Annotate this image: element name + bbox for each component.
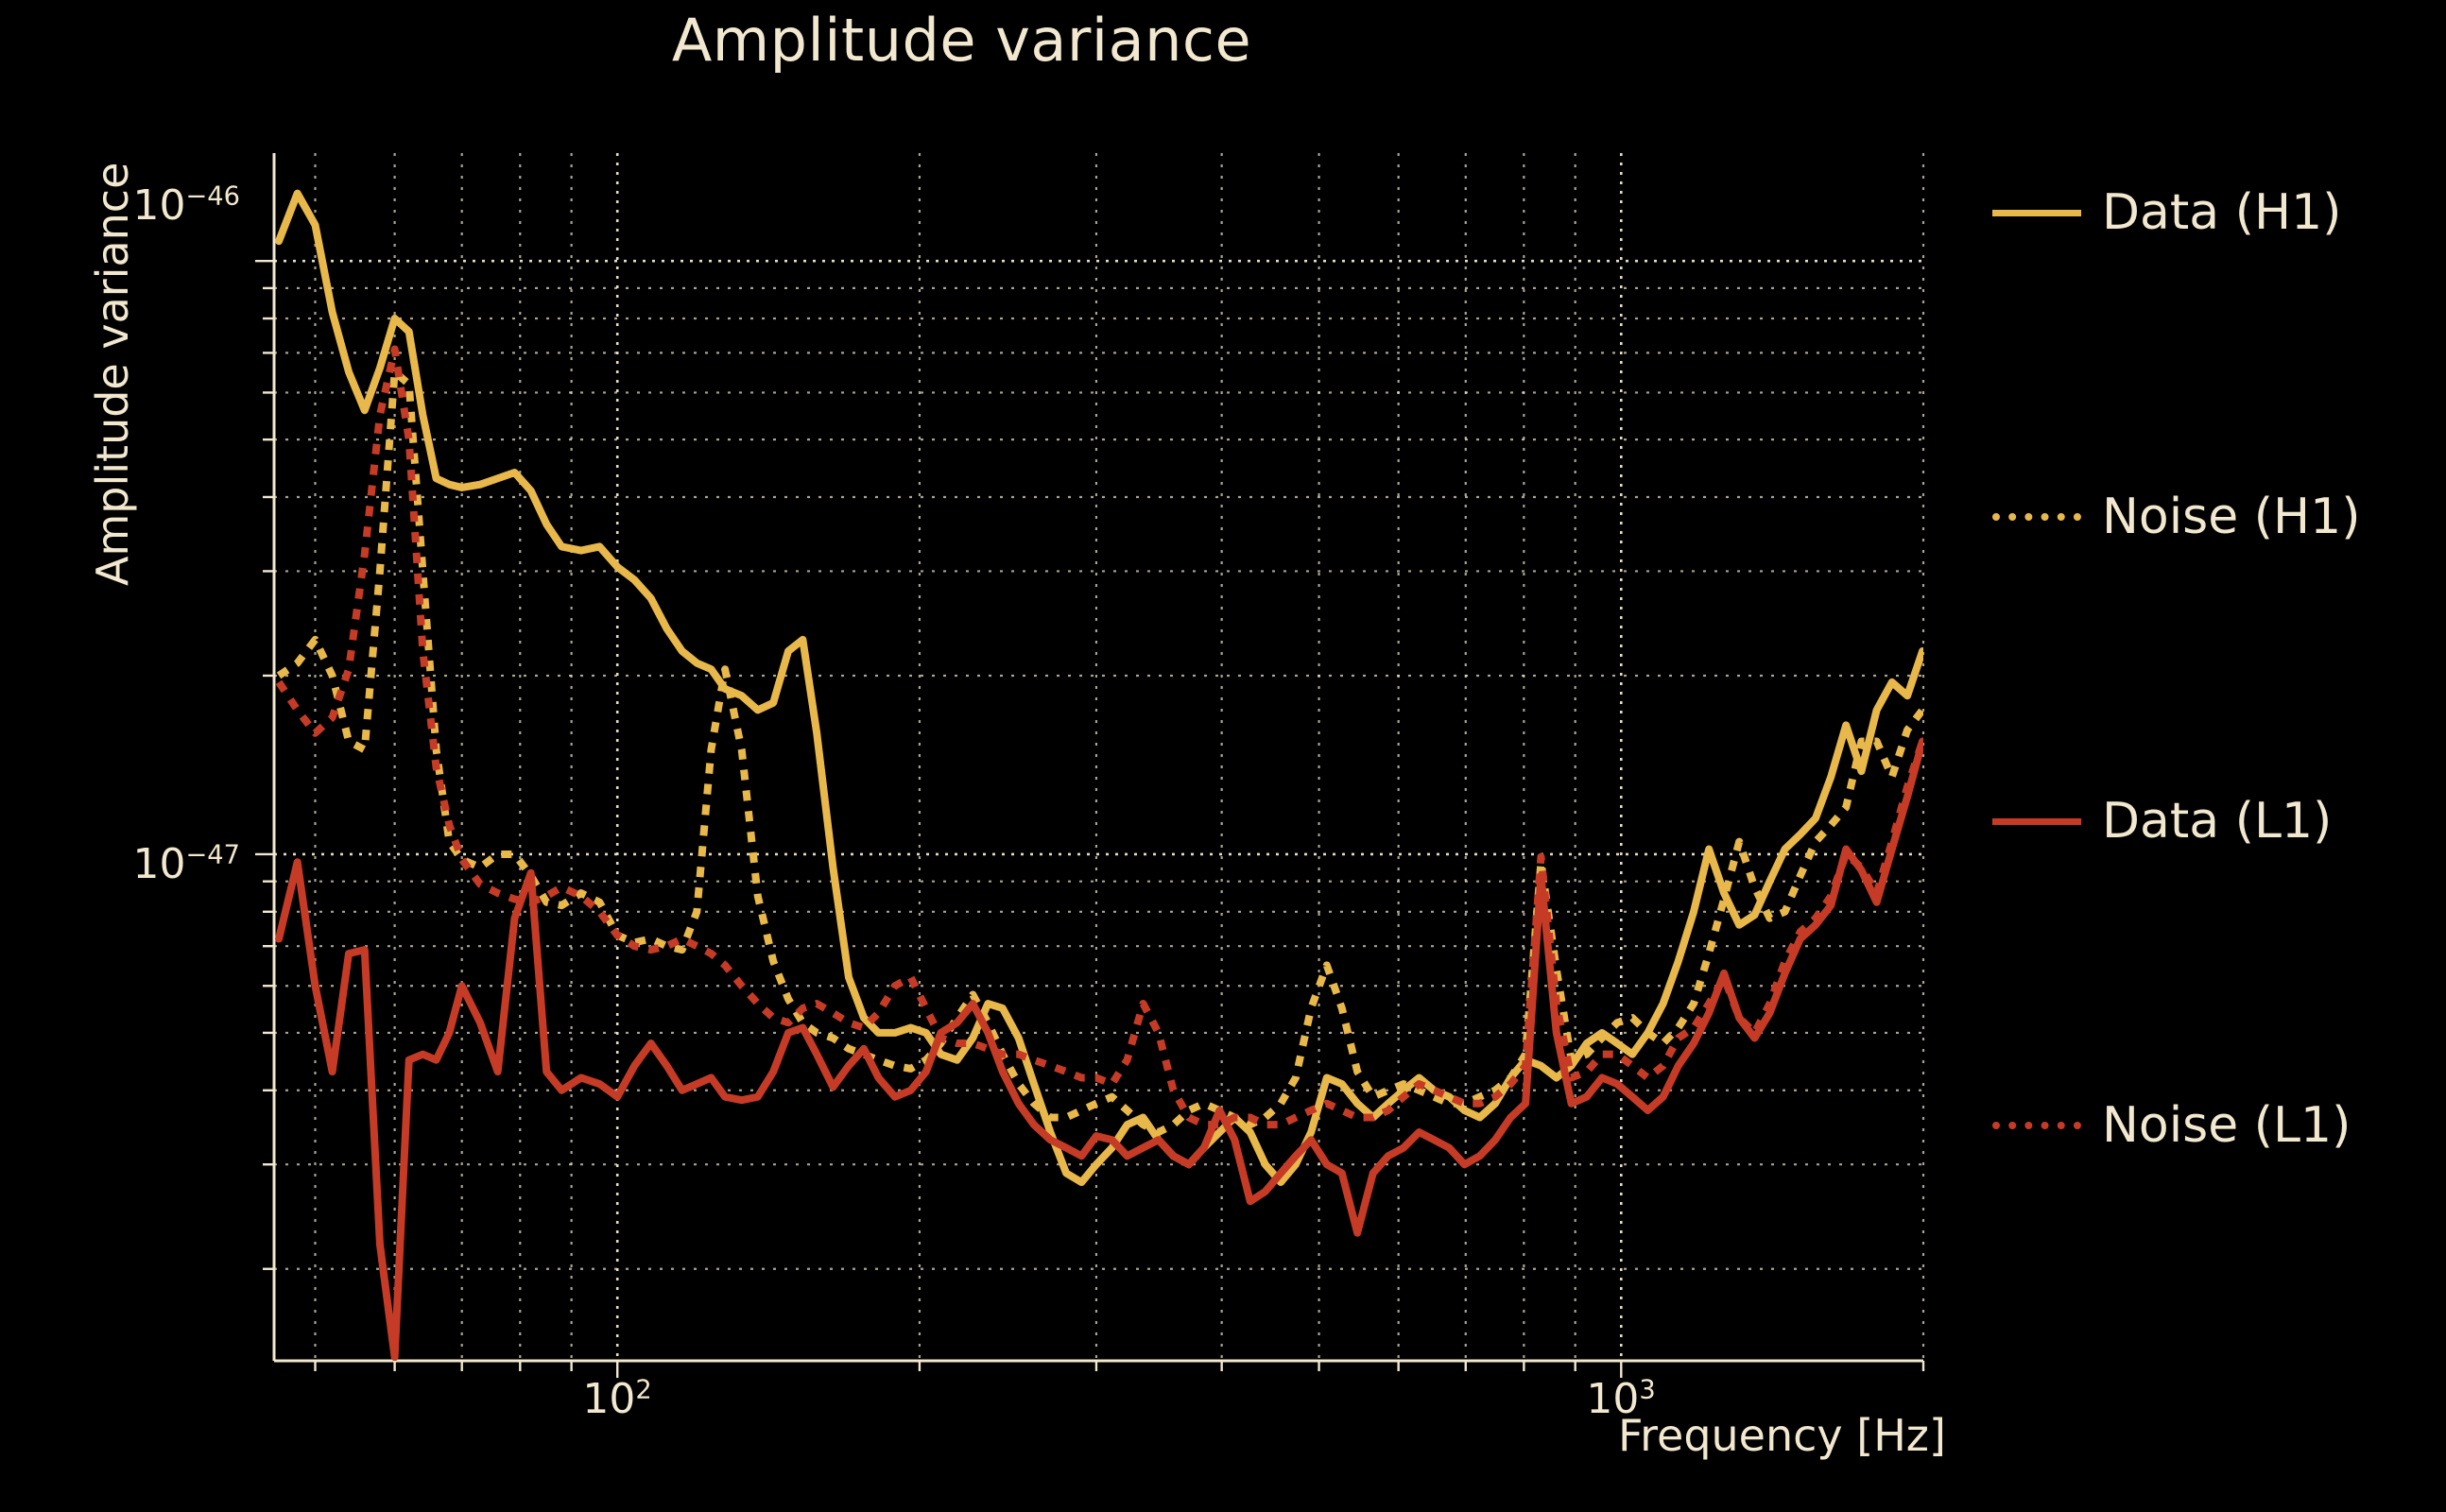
legend-swatch-data-h1 (1992, 209, 2081, 216)
series-noise-l1 (275, 345, 1923, 1129)
data-series-group (275, 189, 1923, 1361)
grid-lines (255, 153, 1925, 1378)
series-data-h1 (275, 189, 1923, 1187)
x-tick-label-1000: 103 (1586, 1375, 1656, 1423)
legend-swatch-noise-h1 (1992, 513, 2081, 521)
legend-swatch-data-l1 (1992, 817, 2081, 825)
legend-item-noise-l1[interactable]: Noise (L1) (1992, 1092, 2351, 1159)
axis-spines (272, 153, 1923, 1363)
legend-label-data-l1: Data (L1) (2102, 793, 2333, 850)
legend-label-data-h1: Data (H1) (2102, 184, 2342, 241)
series-data-l1 (275, 737, 1923, 1361)
legend-item-data-l1[interactable]: Data (L1) (1992, 788, 2332, 854)
legend-item-noise-h1[interactable]: Noise (H1) (1992, 484, 2361, 550)
legend-item-data-h1[interactable]: Data (H1) (1992, 180, 2341, 246)
x-tick-label-100: 102 (582, 1375, 652, 1423)
legend-label-noise-h1: Noise (H1) (2102, 489, 2361, 545)
legend-swatch-noise-l1 (1992, 1122, 2081, 1129)
y-tick-label-1e-47: 10−47 (132, 840, 240, 888)
chart-legend: Data (H1) Noise (H1) Data (L1) Noise (L1… (1992, 151, 2437, 1191)
x-axis-label: Frequency [Hz] (1618, 1410, 1946, 1461)
legend-label-noise-l1: Noise (L1) (2102, 1097, 2351, 1154)
chart-title: Amplitude variance (671, 6, 1252, 75)
series-noise-h1 (276, 368, 1923, 1137)
y-tick-label-1e-46: 10−46 (132, 181, 240, 230)
